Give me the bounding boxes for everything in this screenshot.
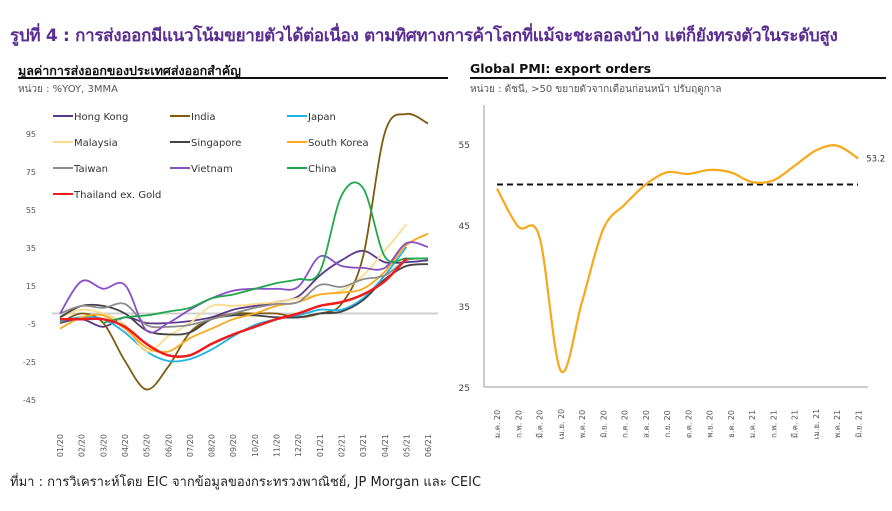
series-line-china bbox=[103, 181, 429, 324]
legend-label: China bbox=[308, 164, 337, 175]
y-tick-label: 35 bbox=[26, 244, 36, 253]
legend-label: South Korea bbox=[308, 138, 369, 149]
x-tick-label: ก.พ. 21 bbox=[769, 410, 778, 438]
legend-label: Japan bbox=[307, 112, 336, 123]
left-chart-unit: หน่วย : %YOY, 3MMA bbox=[18, 84, 118, 95]
x-tick-label: 03/21 bbox=[359, 434, 368, 457]
y-tick-label: -45 bbox=[23, 396, 36, 405]
x-tick-label: ส.ค. 20 bbox=[642, 410, 651, 438]
legend-label: Malaysia bbox=[74, 138, 118, 149]
series-line-india bbox=[59, 112, 429, 391]
x-tick-label: ม.ค. 20 bbox=[493, 410, 502, 438]
series-line-taiwan bbox=[59, 257, 429, 329]
legend-label: Hong Kong bbox=[74, 112, 128, 123]
x-tick-label: 05/21 bbox=[402, 434, 411, 457]
x-tick-label: พ.ค. 20 bbox=[578, 410, 587, 438]
figure-title: รูปที่ 4 : การส่งออกมีแนวโน้มขยายตัวได้ต… bbox=[10, 26, 838, 46]
x-tick-label: พ.ค. 21 bbox=[833, 410, 842, 438]
x-tick-label: 06/20 bbox=[164, 434, 173, 457]
series-line-singapore bbox=[59, 263, 429, 336]
x-tick-label: 03/20 bbox=[99, 434, 108, 457]
left-title-rule bbox=[18, 77, 448, 79]
series-line-south-korea bbox=[59, 232, 429, 354]
x-tick-label: 06/21 bbox=[424, 434, 433, 457]
x-tick-label: ก.ย. 20 bbox=[663, 410, 672, 437]
legend-label: Thailand ex. Gold bbox=[73, 190, 161, 201]
right-chart-unit: หน่วย : ดัชนี, >50 ขยายตัวจากเดือนก่อนหน… bbox=[470, 84, 722, 95]
x-tick-label: 02/21 bbox=[337, 434, 346, 457]
legend-label: India bbox=[191, 112, 216, 123]
last-value-label: 53.2 bbox=[866, 155, 885, 165]
y-tick-label: -5 bbox=[28, 320, 36, 329]
series-line-japan bbox=[59, 246, 408, 363]
series-line-malaysia bbox=[59, 223, 408, 353]
x-tick-label: มี.ค. 20 bbox=[536, 410, 545, 438]
right-chart-title: Global PMI: export orders bbox=[470, 61, 652, 76]
series-line-thailand-ex-gold bbox=[59, 257, 408, 358]
x-tick-label: 04/20 bbox=[121, 434, 130, 457]
y-tick-label: 15 bbox=[26, 282, 36, 291]
x-tick-label: 04/21 bbox=[381, 434, 390, 457]
y-tick-label: 35 bbox=[459, 303, 470, 313]
x-tick-label: 11/20 bbox=[273, 434, 282, 457]
pmi-line bbox=[496, 144, 859, 374]
x-tick-label: 07/20 bbox=[186, 434, 195, 457]
x-tick-label: 08/20 bbox=[208, 434, 217, 457]
x-tick-label: มิ.ย. 21 bbox=[854, 410, 863, 438]
x-tick-label: ก.ค. 20 bbox=[621, 410, 630, 438]
y-tick-label: 75 bbox=[26, 168, 36, 177]
x-tick-label: 02/20 bbox=[78, 434, 87, 457]
left-chart-title: มูลค่าการส่งออกของประเทศส่งออกสำคัญ bbox=[18, 63, 241, 78]
series-line-vietnam bbox=[59, 241, 429, 334]
x-tick-label: 12/20 bbox=[294, 434, 303, 457]
y-tick-label: 55 bbox=[459, 141, 470, 151]
y-tick-label: 25 bbox=[459, 384, 470, 394]
x-tick-label: 10/20 bbox=[251, 434, 260, 457]
x-tick-label: ต.ค. 20 bbox=[684, 410, 693, 438]
x-tick-label: เม.ย. 20 bbox=[557, 409, 566, 440]
source-note: ที่มา : การวิเคราะห์โดย EIC จากข้อมูลของ… bbox=[10, 475, 482, 490]
legend-label: Taiwan bbox=[73, 164, 108, 175]
legend-label: Vietnam bbox=[191, 164, 233, 175]
right-title-rule bbox=[470, 77, 886, 79]
x-tick-label: ก.พ. 20 bbox=[514, 410, 523, 438]
y-tick-label: 95 bbox=[26, 130, 36, 139]
x-tick-label: พ.ย. 20 bbox=[706, 410, 715, 438]
x-tick-label: 09/20 bbox=[229, 434, 238, 457]
y-tick-label: 45 bbox=[459, 222, 470, 232]
x-tick-label: 05/20 bbox=[143, 434, 152, 457]
y-tick-label: 55 bbox=[26, 206, 36, 215]
x-tick-label: เม.ย. 21 bbox=[812, 409, 821, 440]
x-tick-label: มี.ค. 21 bbox=[791, 410, 800, 438]
x-tick-label: 01/20 bbox=[56, 434, 65, 457]
y-tick-label: -25 bbox=[23, 358, 36, 367]
x-tick-label: 01/21 bbox=[316, 434, 325, 457]
x-tick-label: ธ.ค. 20 bbox=[727, 410, 736, 438]
x-tick-label: ม.ค. 21 bbox=[748, 410, 757, 438]
legend-label: Singapore bbox=[191, 138, 241, 149]
x-tick-label: มิ.ย. 20 bbox=[599, 410, 608, 438]
